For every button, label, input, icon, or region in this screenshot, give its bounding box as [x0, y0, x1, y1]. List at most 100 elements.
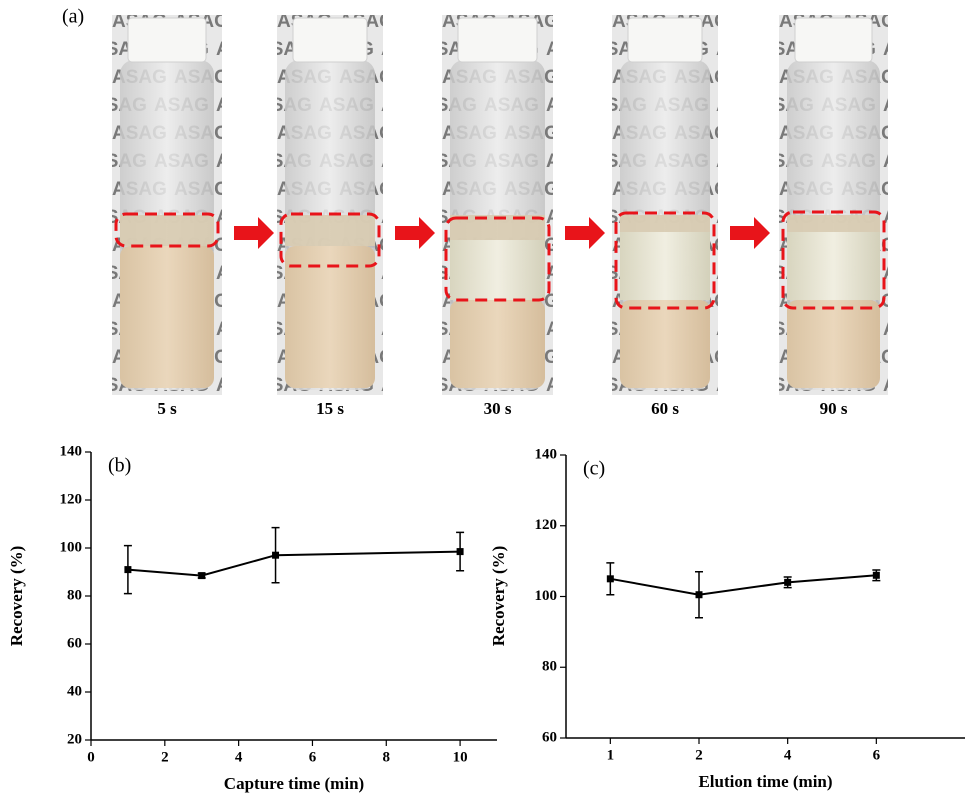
y-axis-label: Recovery (%): [489, 546, 508, 647]
y-tick-label: 60: [67, 635, 82, 651]
panel-label: (a): [62, 6, 84, 28]
backdrop-text: ASAG: [883, 39, 938, 60]
backdrop-text: ASAG: [381, 151, 436, 172]
backdrop-text: ASAG: [903, 347, 958, 368]
vial-cap: [292, 17, 368, 63]
x-axis-label: Elution time (min): [698, 772, 832, 791]
caption: 15 s: [316, 399, 344, 418]
backdrop-text: ASAG: [883, 207, 938, 228]
backdrop-text: ASAG: [216, 207, 271, 228]
y-tick-label: 100: [60, 539, 83, 555]
backdrop-text: ASAG: [546, 151, 601, 172]
x-tick-label: 10: [453, 749, 468, 765]
backdrop-text: ASAG: [30, 207, 85, 228]
backdrop-text: ASAG: [717, 291, 772, 312]
x-tick-label: 6: [873, 747, 881, 763]
vial-cap: [794, 17, 873, 63]
backdrop-text: ASAG: [381, 207, 436, 228]
caption: 5 s: [157, 399, 177, 418]
point: [695, 591, 703, 599]
backdrop-text: ASAG: [717, 67, 772, 88]
backdrop-text: ASAG: [30, 375, 85, 396]
x-axis-label: Capture time (min): [224, 774, 364, 793]
backdrop-text: ASAG: [903, 235, 958, 256]
point: [272, 551, 280, 559]
backdrop-text: ASAG: [903, 123, 958, 144]
y-tick-label: 120: [60, 491, 83, 507]
arrow: [395, 217, 435, 249]
photo: ASAG ASAG ASAG ASAG ASAG ASAG ASAG ASAG ASAG ASAG…: [380, 11, 601, 396]
highlight-box: [781, 210, 886, 310]
vial-clear: [620, 232, 710, 300]
backdrop-text: ASAG: [381, 263, 436, 284]
highlight-box: [114, 212, 220, 248]
y-tick-label: 140: [535, 446, 558, 462]
backdrop-text: ASAG: [550, 11, 605, 32]
photo: ASAG ASAG ASAG ASAG ASAG ASAG ASAG ASAG ASAG ASAG…: [30, 15, 271, 396]
backdrop-text: ASAG: [883, 375, 938, 396]
vial-liquid: [120, 246, 214, 388]
backdrop-text: ASAG: [381, 375, 436, 396]
backdrop-text: ASAG: [717, 179, 772, 200]
vial-liquid: [620, 300, 710, 388]
backdrop-text: ASAG: [30, 151, 85, 172]
vial-clear: [787, 232, 880, 300]
backdrop-text: ASAG: [30, 263, 85, 284]
backdrop-text: ASAG: [903, 67, 958, 88]
backdrop-text: ASAG: [550, 67, 605, 88]
backdrop-text: ASAG: [380, 123, 435, 144]
x-tick-label: 6: [309, 749, 317, 765]
backdrop-text: ASAG: [716, 375, 771, 396]
backdrop-text: ASAG: [380, 291, 435, 312]
backdrop-text: ASAG: [50, 291, 105, 312]
backdrop-text: ASAG: [215, 347, 270, 368]
photo: ASAG ASAG ASAG ASAG ASAG ASAG ASAG ASAG ASAG ASAG…: [717, 15, 958, 396]
y-tick-label: 100: [535, 588, 558, 604]
panel-label: (b): [108, 455, 131, 477]
backdrop-text: ASAG: [216, 375, 271, 396]
backdrop-text: ASAG: [546, 375, 601, 396]
backdrop-text: ASAG: [883, 263, 938, 284]
backdrop-text: ASAG: [216, 39, 271, 60]
backdrop-text: ASAG: [30, 95, 85, 116]
vial-upper: [120, 215, 214, 246]
y-tick-label: 80: [542, 659, 557, 675]
backdrop-text: ASAG: [50, 123, 105, 144]
backdrop-text: ASAG: [50, 67, 105, 88]
y-tick-label: 60: [542, 729, 557, 745]
backdrop-text: ASAG: [216, 95, 271, 116]
backdrop-text: ASAG: [216, 319, 271, 340]
y-tick-label: 20: [67, 731, 82, 747]
highlight-box: [614, 211, 716, 310]
backdrop-text: ASAG: [380, 11, 435, 32]
backdrop-text: ASAG: [50, 235, 105, 256]
backdrop-text: ASAG: [215, 179, 270, 200]
vial-liquid: [787, 300, 880, 388]
highlight-box: [279, 212, 381, 268]
photo: ASAG ASAG ASAG ASAG ASAG ASAG ASAG ASAG ASAG ASAG…: [550, 11, 771, 396]
backdrop-text: ASAG: [716, 151, 771, 172]
vial-cap: [627, 17, 703, 63]
highlight-box: [444, 216, 551, 302]
backdrop-text: ASAG: [550, 347, 605, 368]
backdrop-text: ASAG: [380, 179, 435, 200]
y-tick-label: 120: [535, 517, 558, 533]
backdrop-text: ASAG: [903, 291, 958, 312]
caption: 30 s: [484, 399, 512, 418]
line: [127, 550, 461, 577]
y-tick-label: 140: [60, 443, 83, 459]
backdrop-text: ASAG: [546, 207, 601, 228]
backdrop-text: ASAG: [883, 319, 938, 340]
backdrop-text: ASAG: [717, 347, 772, 368]
backdrop-text: ASAG: [215, 291, 270, 312]
point: [456, 548, 464, 556]
backdrop-text: ASAG: [716, 263, 771, 284]
x-tick-label: 2: [695, 747, 703, 763]
caption: 60 s: [651, 399, 679, 418]
backdrop-text: ASAG: [216, 263, 271, 284]
backdrop-text: ASAG: [716, 319, 771, 340]
backdrop-text: ASAG: [883, 151, 938, 172]
backdrop-text: ASAG: [216, 151, 271, 172]
backdrop-text: ASAG: [381, 39, 436, 60]
